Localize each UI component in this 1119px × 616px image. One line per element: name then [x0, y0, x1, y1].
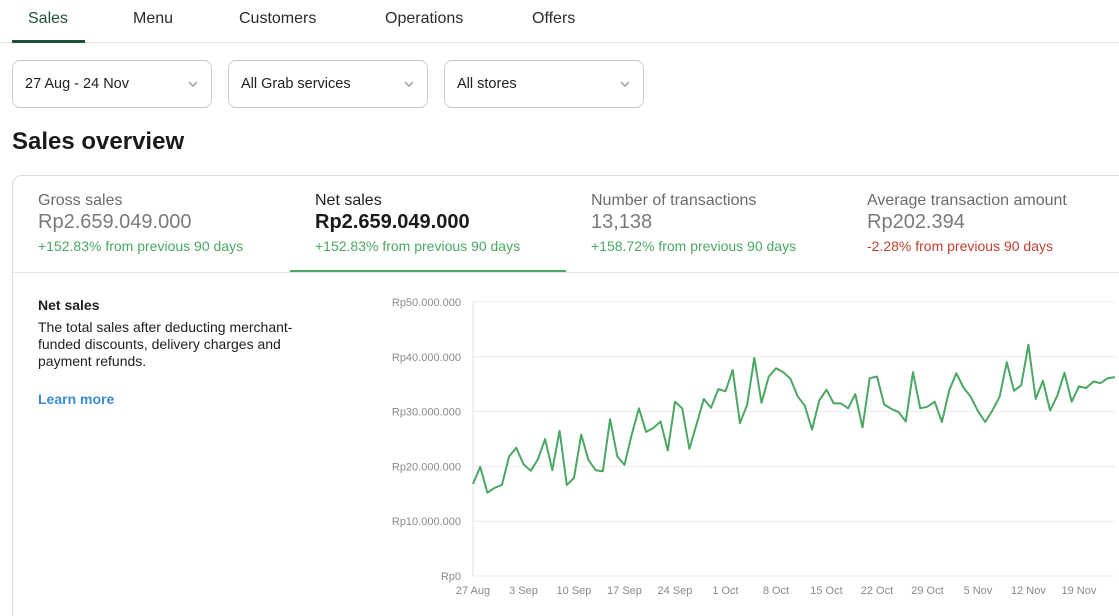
- x-tick-label: 24 Sep: [658, 585, 693, 597]
- metric-change: +152.83% from previous 90 days: [315, 238, 521, 254]
- y-tick-label: Rp30.000.000: [392, 407, 461, 419]
- chevron-down-icon: [404, 81, 414, 87]
- tab-offers[interactable]: Offers: [532, 10, 576, 27]
- metric-average-transaction[interactable]: Average transaction amount Rp202.394 -2.…: [842, 176, 1119, 272]
- metric-net-sales[interactable]: Net sales Rp2.659.049.000 +152.83% from …: [290, 176, 566, 273]
- metric-value: 13,138: [591, 211, 653, 233]
- metric-label: Average transaction amount: [867, 192, 1067, 209]
- metric-change: -2.28% from previous 90 days: [867, 238, 1053, 254]
- y-tick-label: Rp0: [441, 571, 461, 583]
- chevron-down-icon: [188, 81, 198, 87]
- y-tick-label: Rp50.000.000: [392, 297, 461, 309]
- x-tick-label: 19 Nov: [1062, 585, 1097, 597]
- metric-transactions[interactable]: Number of transactions 13,138 +158.72% f…: [566, 176, 842, 272]
- x-tick-label: 8 Oct: [763, 585, 789, 597]
- active-metric-indicator: [290, 270, 566, 273]
- x-tick-label: 27 Aug: [456, 585, 490, 597]
- sales-overview-card: Gross sales Rp2.659.049.000 +152.83% fro…: [12, 175, 1119, 616]
- net-sales-series-line: [472, 343, 1116, 494]
- y-tick-label: Rp10.000.000: [392, 516, 461, 528]
- metric-value: Rp2.659.049.000: [38, 211, 192, 233]
- net-sales-line-chart: Rp0 Rp10.000.000 Rp20.000.000 Rp30.000.000 R…: [392, 297, 1116, 597]
- tab-menu[interactable]: Menu: [133, 10, 174, 27]
- chevron-down-icon: [620, 81, 630, 87]
- y-tick-label: Rp40.000.000: [392, 352, 461, 364]
- services-dropdown[interactable]: All Grab services: [228, 60, 428, 108]
- metric-change: +158.72% from previous 90 days: [591, 238, 797, 254]
- metric-gross-sales[interactable]: Gross sales Rp2.659.049.000 +152.83% fro…: [13, 176, 290, 272]
- x-tick-label: 22 Oct: [861, 585, 893, 597]
- active-tab-indicator: [12, 40, 85, 43]
- x-tick-label: 1 Oct: [712, 585, 738, 597]
- description-body: The total sales after deducting merchant…: [38, 319, 293, 369]
- stores-dropdown[interactable]: All stores: [444, 60, 644, 108]
- top-tabs: Sales Menu Customers Operations Offers: [0, 0, 1119, 43]
- date-range-label: 27 Aug - 24 Nov: [25, 76, 129, 92]
- page-title: Sales overview: [12, 128, 185, 155]
- tab-sales[interactable]: Sales: [28, 10, 69, 27]
- learn-more-link[interactable]: Learn more: [38, 391, 115, 407]
- tab-customers[interactable]: Customers: [239, 10, 317, 27]
- metric-label: Net sales: [315, 192, 382, 209]
- x-tick-label: 15 Oct: [810, 585, 842, 597]
- metric-value: Rp202.394: [867, 211, 965, 233]
- metric-label: Gross sales: [38, 192, 123, 209]
- date-range-dropdown[interactable]: 27 Aug - 24 Nov: [12, 60, 212, 108]
- x-tick-label: 17 Sep: [607, 585, 642, 597]
- metric-change: +152.83% from previous 90 days: [38, 238, 244, 254]
- description-title: Net sales: [38, 297, 100, 313]
- x-tick-label: 12 Nov: [1011, 585, 1046, 597]
- stores-label: All stores: [457, 76, 517, 92]
- metric-value: Rp2.659.049.000: [315, 211, 470, 233]
- y-tick-label: Rp20.000.000: [392, 461, 461, 473]
- metric-label: Number of transactions: [591, 192, 757, 209]
- x-tick-label: 10 Sep: [557, 585, 592, 597]
- services-label: All Grab services: [241, 76, 351, 92]
- x-tick-label: 29 Oct: [911, 585, 943, 597]
- divider: [13, 272, 1119, 273]
- x-tick-label: 3 Sep: [509, 585, 538, 597]
- tab-operations[interactable]: Operations: [385, 10, 464, 27]
- x-tick-label: 5 Nov: [964, 585, 993, 597]
